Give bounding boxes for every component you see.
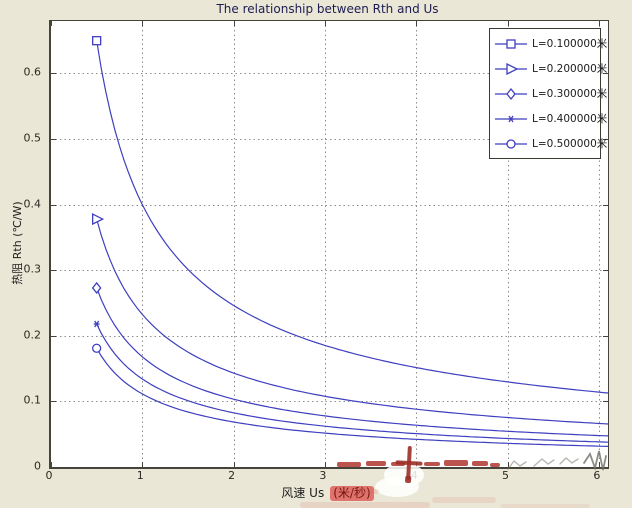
y-tick-label-0.6: 0.6: [23, 65, 42, 79]
x-tick: [416, 462, 417, 467]
curve-L=0.200000米: [96, 218, 609, 425]
curve-L=0.100000米: [96, 40, 609, 394]
x-axis-label-text: 风速 Us: [281, 486, 325, 500]
circle-marker: [506, 138, 516, 149]
gridline-y-0.5: [51, 139, 608, 141]
y-tick-right: [603, 139, 608, 140]
legend-item-5: L=0.500000米: [490, 132, 607, 156]
x-tick-top: [234, 21, 235, 26]
gridline-x-5: [507, 21, 509, 467]
y-tick: [51, 139, 56, 140]
y-tick: [51, 73, 56, 74]
x-tick: [142, 462, 143, 467]
x-tick-label-0: 0: [45, 469, 53, 482]
x-tick-label-1: 1: [136, 469, 144, 482]
legend-item-1: L=0.100000米: [490, 32, 607, 56]
x-tick-label-6: 6: [593, 469, 601, 482]
y-tick-right: [603, 401, 608, 402]
y-tick-label-0: 0: [34, 459, 41, 473]
legend-label: L=0.400000米: [532, 113, 608, 125]
pink-smudge: [500, 504, 590, 508]
x-tick: [325, 462, 326, 467]
y-tick-right: [603, 336, 608, 337]
curve-L=0.500000米: [96, 347, 609, 447]
asterisk-marker: [508, 115, 514, 122]
gridline-x-2: [233, 21, 235, 467]
legend: L=0.100000米 L=0.200000米 L=0.300000米 L=0.400…: [489, 28, 607, 159]
x-axis-label: 风速 Us (米/秒): [49, 484, 606, 501]
legend-label: L=0.500000米: [532, 138, 608, 150]
legend-label: L=0.300000米: [532, 88, 608, 100]
x-tick-top: [599, 21, 600, 26]
y-tick: [51, 401, 56, 402]
curve-L=0.400000米: [96, 323, 609, 443]
gridline-x-3: [324, 21, 326, 467]
legend-line-sample: [495, 115, 527, 122]
plot-area: L=0.100000米 L=0.200000米 L=0.300000米 L=0.400…: [49, 20, 609, 469]
chart-title: The relationship between Rth and Us: [216, 2, 439, 16]
x-tick-label-4: 4: [410, 469, 418, 482]
y-tick: [51, 467, 56, 468]
y-tick: [51, 205, 56, 206]
square-marker: [506, 38, 516, 49]
y-tick: [51, 270, 56, 271]
legend-line-sample: [495, 87, 527, 100]
gridline-x-1: [142, 21, 144, 467]
x-tick-top: [508, 21, 509, 26]
y-tick-label-0.1: 0.1: [23, 393, 42, 407]
y-tick: [51, 336, 56, 337]
x-tick: [51, 462, 52, 467]
x-tick-label-5: 5: [502, 469, 510, 482]
legend-label: L=0.100000米: [532, 38, 608, 50]
triangle-right-marker: [92, 213, 105, 226]
curve-L=0.300000米: [96, 287, 609, 437]
y-tick-right: [603, 270, 608, 271]
pink-smudge: [300, 502, 430, 508]
diamond-marker: [506, 87, 516, 100]
legend-line-sample: [495, 138, 527, 149]
x-tick: [508, 462, 509, 467]
gridline-y-0.2: [51, 335, 608, 337]
x-tick-top: [416, 21, 417, 26]
legend-item-2: L=0.200000米: [490, 57, 607, 81]
y-tick-right: [603, 467, 608, 468]
x-tick-top: [142, 21, 143, 26]
x-tick: [234, 462, 235, 467]
gridline-y-0.3: [51, 270, 608, 272]
x-tick-top: [325, 21, 326, 26]
gridline-x-4: [416, 21, 418, 467]
y-tick-label-0.4: 0.4: [23, 197, 42, 211]
diamond-marker: [91, 281, 102, 294]
gridline-x-6: [598, 21, 600, 467]
x-axis-label-highlighted-unit: (米/秒): [330, 486, 374, 501]
asterisk-marker: [93, 320, 100, 328]
x-tick: [599, 462, 600, 467]
y-tick-label-0.5: 0.5: [23, 131, 42, 145]
legend-item-3: L=0.300000米: [490, 82, 607, 106]
gridline-y-0.1: [51, 401, 608, 403]
triangle-right-marker: [506, 62, 519, 75]
legend-line-sample: [495, 38, 527, 49]
gridline-y-0.4: [51, 204, 608, 206]
y-tick-label-0.2: 0.2: [23, 328, 42, 342]
curves-layer: [91, 36, 609, 447]
gridline-y-0.6: [51, 73, 608, 75]
square-marker: [92, 36, 102, 46]
y-axis-label: 热阻 Rth (℃/W): [11, 201, 24, 285]
y-tick-right: [603, 73, 608, 74]
legend-label: L=0.200000米: [532, 63, 608, 75]
x-tick-label-3: 3: [319, 469, 327, 482]
x-tick-top: [51, 21, 52, 26]
circle-marker: [92, 343, 102, 353]
y-tick-right: [603, 205, 608, 206]
legend-item-4: L=0.400000米: [490, 107, 607, 131]
legend-line-sample: [495, 62, 527, 75]
x-tick-label-2: 2: [228, 469, 236, 482]
y-tick-label-0.3: 0.3: [23, 262, 42, 276]
